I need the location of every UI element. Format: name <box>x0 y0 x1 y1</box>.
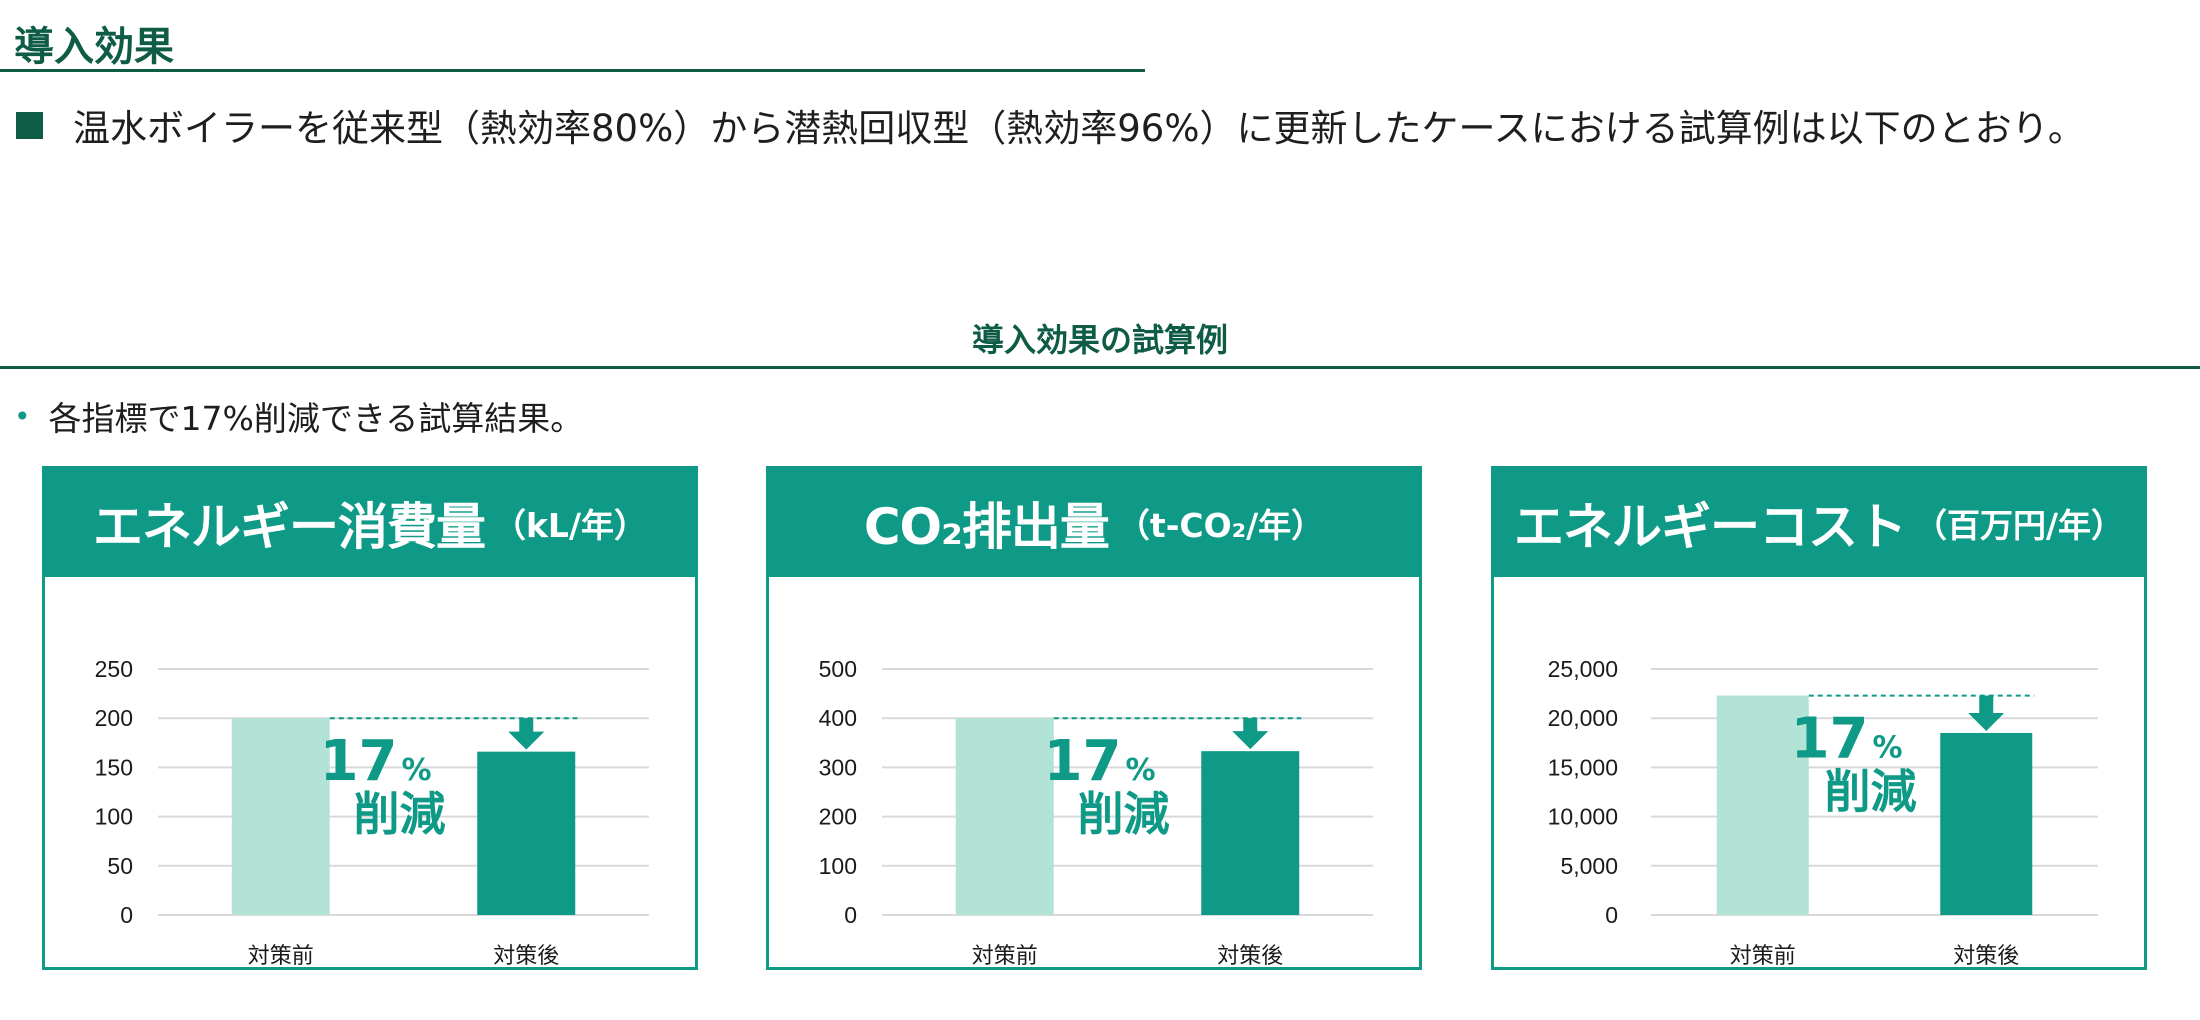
x-category-label: 対策前 <box>972 944 1038 967</box>
y-tick-label: 10,000 <box>1548 804 1618 830</box>
y-tick-label: 300 <box>819 754 857 780</box>
bar-対策前 <box>955 718 1054 915</box>
arrow-shaft <box>519 718 534 734</box>
reduction-label: 削減 <box>1078 787 1170 841</box>
reduction-percent-sign: % <box>1126 753 1156 788</box>
panel-unit: （百万円/年） <box>1913 506 2125 545</box>
bar-対策後 <box>1940 732 2033 915</box>
sub-underline <box>0 366 2200 369</box>
chart-panel-cost: エネルギーコスト （百万円/年） 0 5,000 10,000 15,000 20,00… <box>1491 466 2147 970</box>
y-tick-label: 0 <box>844 902 857 928</box>
reduction-label: 削減 <box>1825 765 1917 819</box>
section-title: 導入効果 <box>14 24 174 70</box>
reduction-percent-sign: % <box>1873 731 1903 766</box>
panel-header: エネルギー消費量 （kL/年） <box>45 469 695 577</box>
bar-chart-co2: 0 100 200 300 400 500 対策前 対策後 17 %削減 <box>819 656 1373 967</box>
x-category-label: 対策後 <box>1217 944 1283 967</box>
x-category-label: 対策後 <box>1953 944 2019 967</box>
panel-unit: （t-CO₂/年） <box>1116 506 1325 545</box>
y-tick-label: 0 <box>120 902 133 928</box>
x-category-label: 対策前 <box>1730 944 1796 967</box>
lead-line: 温水ボイラーを従来型（熱効率80%）から潜熱回収型（熱効率96%）に更新したケー… <box>16 98 2085 152</box>
y-tick-label: 15,000 <box>1548 754 1618 780</box>
panel-header: エネルギーコスト （百万円/年） <box>1494 469 2144 577</box>
arrow-shaft <box>1243 718 1258 734</box>
x-category-label: 対策前 <box>248 944 314 967</box>
panel-title: CO₂排出量 <box>863 498 1110 556</box>
down-arrow-icon <box>1232 718 1269 750</box>
y-tick-label: 100 <box>819 853 857 879</box>
panel-title: エネルギー消費量 <box>92 498 486 556</box>
reduction-percent-sign: % <box>402 753 432 788</box>
down-arrow-icon <box>1968 695 2005 731</box>
arrow-head <box>1232 731 1269 750</box>
reduction-percent: 17 <box>1044 729 1122 794</box>
reduction-label: 削減 <box>354 787 446 841</box>
bullet-text: 各指標で17%削減できる試算結果。 <box>48 399 584 438</box>
sub-title: 導入効果の試算例 <box>971 321 1228 359</box>
bullet-line: • 各指標で17%削減できる試算結果。 <box>14 392 583 440</box>
arrow-shaft <box>1979 695 1994 715</box>
down-arrow-icon <box>508 718 545 750</box>
y-tick-label: 25,000 <box>1548 656 1618 682</box>
bar-対策前 <box>231 718 330 915</box>
arrow-head <box>508 731 545 750</box>
chart-panel-co2: CO₂排出量 （t-CO₂/年） 0 100 200 300 400 500 対策前 対策後 1… <box>766 466 1422 970</box>
y-tick-label: 250 <box>95 656 133 682</box>
arrow-head <box>1968 712 2005 731</box>
lead-text: 温水ボイラーを従来型（熱効率80%）から潜熱回収型（熱効率96%）に更新したケー… <box>73 107 2085 150</box>
y-tick-label: 200 <box>95 705 133 731</box>
bar-対策前 <box>1716 695 1809 915</box>
bar-対策後 <box>477 751 576 915</box>
y-tick-label: 150 <box>95 754 133 780</box>
y-tick-label: 0 <box>1605 902 1618 928</box>
y-tick-label: 100 <box>95 804 133 830</box>
y-tick-label: 50 <box>107 853 133 879</box>
square-bullet-icon <box>16 111 43 139</box>
reduction-percent: 17 <box>1791 707 1869 772</box>
chart-panel-energy: エネルギー消費量 （kL/年） 0 50 100 150 200 250 対策前 対策後 17%… <box>42 466 698 970</box>
bar-対策後 <box>1201 751 1300 915</box>
reduction-percent: 17 <box>320 729 398 794</box>
bar-chart-energy: 0 50 100 150 200 250 対策前 対策後 17 %削減 <box>95 656 649 967</box>
section-underline <box>0 69 1145 72</box>
y-tick-label: 500 <box>819 656 857 682</box>
x-category-label: 対策後 <box>493 944 559 967</box>
y-tick-label: 20,000 <box>1548 705 1618 731</box>
panel-unit: （kL/年） <box>492 506 648 545</box>
dot-bullet-icon: • <box>14 399 31 433</box>
bar-chart-cost: 0 5,000 10,000 15,000 20,000 25,000 対策前 対策後 17 %削… <box>1548 656 2098 967</box>
y-tick-label: 400 <box>819 705 857 731</box>
y-tick-label: 200 <box>819 804 857 830</box>
panel-title: エネルギーコスト <box>1513 498 1907 556</box>
y-tick-label: 5,000 <box>1560 853 1618 879</box>
panel-header: CO₂排出量 （t-CO₂/年） <box>769 469 1419 577</box>
